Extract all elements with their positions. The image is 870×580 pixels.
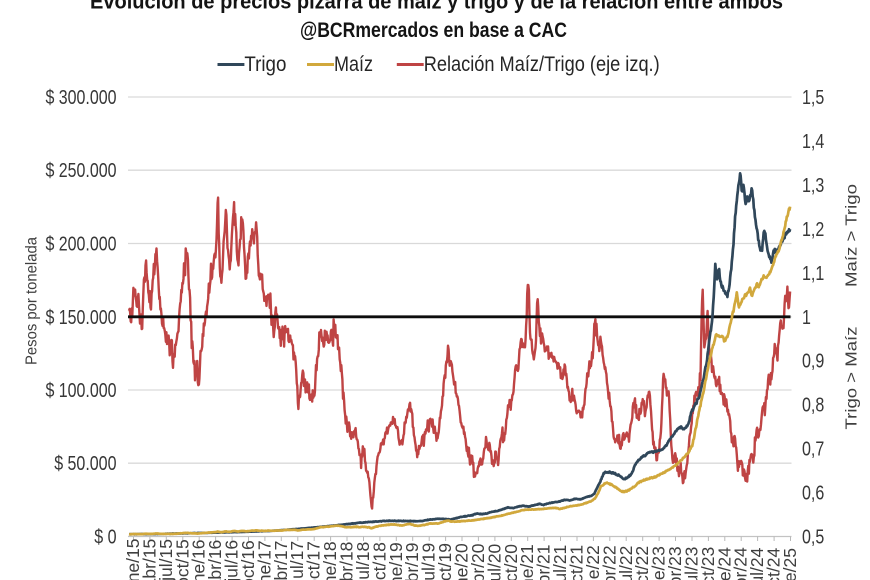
svg-text:oct/24: oct/24 <box>764 548 784 580</box>
svg-text:Trigo: Trigo <box>244 53 286 76</box>
svg-text:ene/17: ene/17 <box>254 540 274 580</box>
svg-text:1: 1 <box>802 307 811 329</box>
svg-text:abr/21: abr/21 <box>534 545 554 580</box>
svg-text:oct/19: oct/19 <box>435 543 455 580</box>
svg-text:ene/18: ene/18 <box>320 541 340 580</box>
svg-text:abr/18: abr/18 <box>337 542 357 580</box>
svg-text:abr/22: abr/22 <box>599 545 619 580</box>
svg-text:ene/24: ene/24 <box>714 547 734 580</box>
svg-text:ene/19: ene/19 <box>386 542 406 580</box>
svg-text:$ 200.000: $ 200.000 <box>46 234 117 256</box>
svg-text:abr/19: abr/19 <box>402 543 422 580</box>
svg-text:0,6: 0,6 <box>802 483 824 505</box>
svg-text:ene/20: ene/20 <box>452 543 472 580</box>
svg-text:oct/20: oct/20 <box>501 544 521 580</box>
svg-text:oct/21: oct/21 <box>567 545 587 580</box>
svg-text:jul/15: jul/15 <box>156 539 176 580</box>
svg-text:jul/24: jul/24 <box>747 547 767 580</box>
svg-text:1,3: 1,3 <box>802 175 824 197</box>
svg-text:jul/22: jul/22 <box>616 546 636 580</box>
svg-text:$ 250.000: $ 250.000 <box>46 160 117 182</box>
svg-text:ene/21: ene/21 <box>517 544 537 580</box>
svg-text:ene/23: ene/23 <box>649 546 669 580</box>
svg-text:ene/25: ene/25 <box>780 548 800 580</box>
svg-text:$ 100.000: $ 100.000 <box>46 380 117 402</box>
svg-text:oct/18: oct/18 <box>369 542 389 580</box>
svg-text:oct/15: oct/15 <box>172 539 192 580</box>
svg-text:abr/17: abr/17 <box>271 541 291 580</box>
svg-text:abr/16: abr/16 <box>205 540 225 580</box>
svg-text:oct/23: oct/23 <box>698 547 718 580</box>
svg-text:Maíz: Maíz <box>334 53 373 76</box>
svg-text:$ 50.000: $ 50.000 <box>54 453 116 475</box>
svg-text:Evolución de precios pizarra d: Evolución de precios pizarra de maíz y t… <box>90 0 783 14</box>
svg-text:jul/21: jul/21 <box>550 545 570 580</box>
svg-text:abr/23: abr/23 <box>665 546 685 580</box>
svg-text:1,1: 1,1 <box>802 263 824 285</box>
svg-text:1,4: 1,4 <box>802 131 824 153</box>
svg-text:1,2: 1,2 <box>802 219 824 241</box>
svg-text:$ 0: $ 0 <box>94 527 116 549</box>
svg-text:jul/20: jul/20 <box>484 543 504 580</box>
svg-text:0,5: 0,5 <box>802 527 824 549</box>
svg-text:ene/15: ene/15 <box>123 539 143 580</box>
svg-text:jul/16: jul/16 <box>222 540 242 580</box>
svg-text:$ 300.000: $ 300.000 <box>46 87 117 109</box>
svg-text:jul/18: jul/18 <box>353 542 373 580</box>
svg-text:abr/15: abr/15 <box>139 539 159 580</box>
svg-text:Maíz > Trigo: Maíz > Trigo <box>844 184 861 287</box>
svg-text:jul/17: jul/17 <box>287 541 307 580</box>
svg-text:Trigo > Maíz: Trigo > Maíz <box>844 327 861 430</box>
svg-text:0,7: 0,7 <box>802 439 824 461</box>
svg-text:abr/24: abr/24 <box>731 547 751 580</box>
svg-text:0,8: 0,8 <box>802 395 824 417</box>
svg-text:Pesos por tonelada: Pesos por tonelada <box>24 237 41 365</box>
svg-text:$ 150.000: $ 150.000 <box>46 307 117 329</box>
svg-text:oct/16: oct/16 <box>238 540 258 580</box>
svg-text:Relación Maíz/Trigo (eje izq.): Relación Maíz/Trigo (eje izq.) <box>424 53 660 76</box>
svg-text:oct/22: oct/22 <box>632 546 652 580</box>
svg-text:ene/16: ene/16 <box>189 540 209 580</box>
svg-text:1,5: 1,5 <box>802 87 824 109</box>
svg-text:0,9: 0,9 <box>802 351 824 373</box>
svg-text:ene/22: ene/22 <box>583 545 603 580</box>
svg-text:@BCRmercados en base a CAC: @BCRmercados en base a CAC <box>300 19 567 42</box>
svg-text:jul/19: jul/19 <box>419 543 439 580</box>
svg-text:abr/20: abr/20 <box>468 543 488 580</box>
svg-text:jul/23: jul/23 <box>682 547 702 580</box>
svg-text:oct/17: oct/17 <box>304 541 324 580</box>
